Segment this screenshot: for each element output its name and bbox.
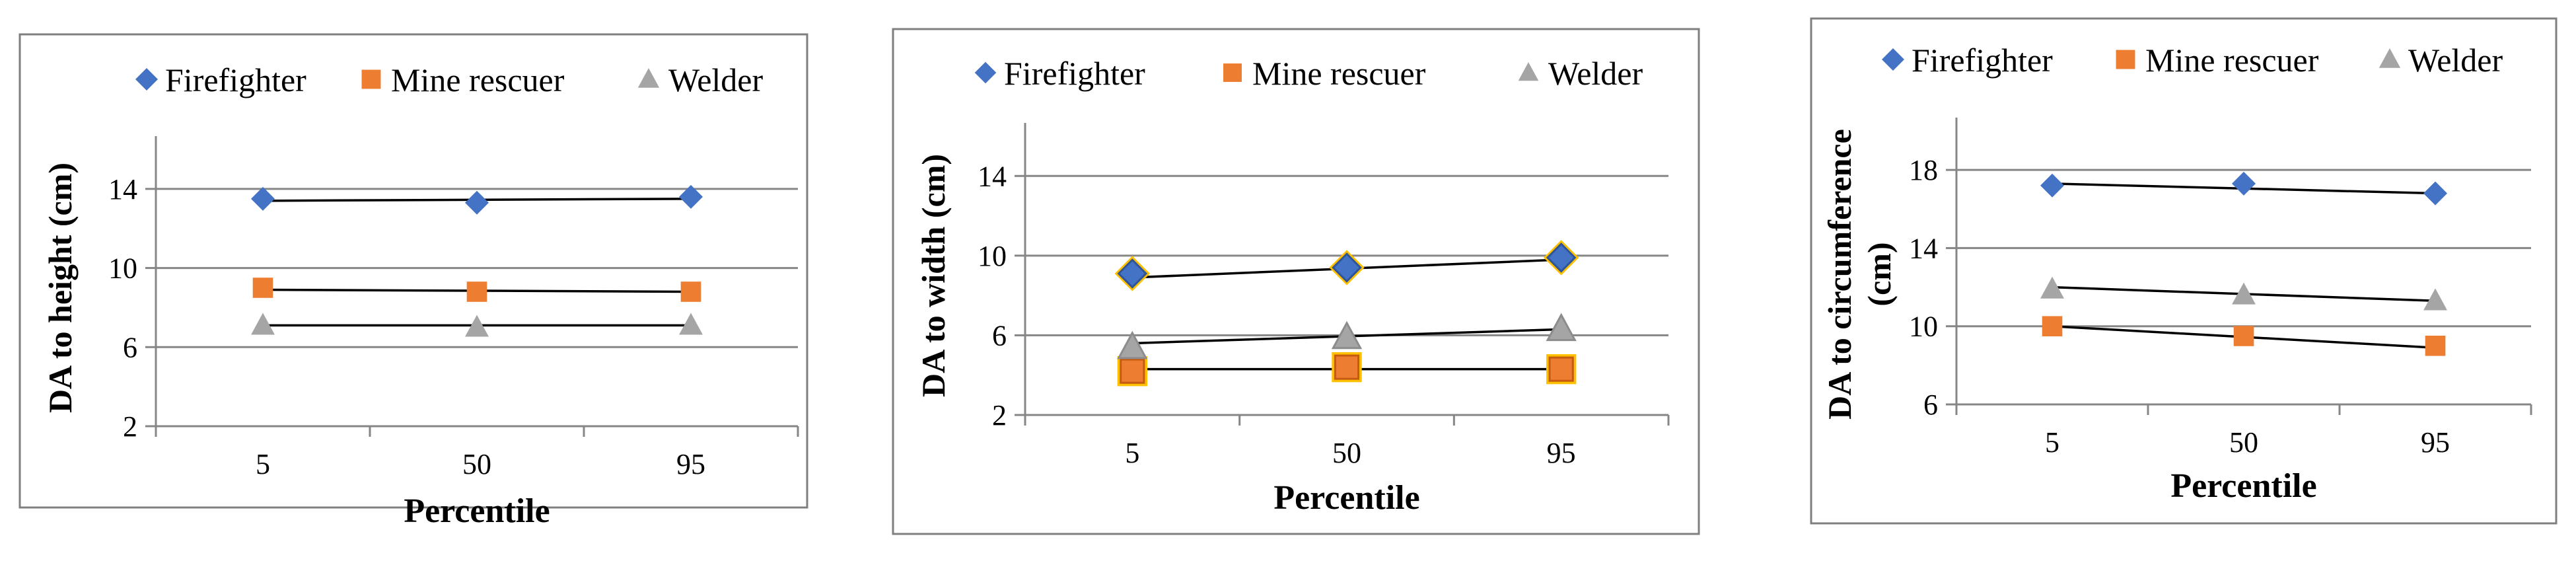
legend-label: Welder [1548, 55, 1643, 92]
data-point-triangle [1546, 313, 1577, 342]
data-point-square [680, 282, 701, 302]
chart-frame [18, 33, 808, 509]
y-tick-label: 10 [978, 240, 1007, 272]
x-tick-label: 95 [1547, 437, 1576, 469]
y-tick-label: 18 [1909, 154, 1938, 186]
data-point-diamond [465, 190, 489, 215]
legend-triangle-icon [637, 68, 660, 88]
data-point-diamond [2040, 173, 2064, 198]
x-axis-title: Percentile [2170, 467, 2316, 505]
data-point-triangle [1117, 330, 1148, 359]
data-point-diamond [251, 186, 275, 211]
y-axis-title-line-2: (cm) [1861, 242, 1898, 306]
legend-triangle-icon [2379, 48, 2401, 68]
data-point-square [1120, 358, 1145, 384]
y-tick-label: 14 [108, 173, 137, 206]
data-point-triangle [2040, 276, 2064, 299]
data-point-square [2425, 335, 2446, 356]
x-tick-label: 5 [2045, 426, 2059, 459]
legend-triangle-icon [1517, 60, 1540, 82]
x-tick-label: 95 [676, 448, 705, 480]
legend-square-icon [2116, 50, 2135, 69]
y-tick-label: 14 [978, 160, 1007, 192]
x-tick-label: 50 [1332, 437, 1361, 469]
chart-panel-1: 2 6 10 14 5 50 95 Percentile DA to height (cm) Fi… [18, 33, 808, 530]
legend-diamond-icon [974, 61, 997, 85]
y-axis-title: DA to width (cm) [915, 154, 952, 397]
x-tick-label: 95 [2421, 426, 2450, 459]
y-tick-label: 10 [108, 252, 137, 285]
data-point-square [2042, 316, 2063, 337]
x-tick-label: 5 [256, 448, 270, 480]
data-point-square [2233, 326, 2254, 346]
data-point-square [1334, 354, 1360, 380]
data-point-triangle [465, 315, 489, 337]
legend-label: Firefighter [1004, 55, 1145, 92]
y-tick-label: 6 [992, 319, 1007, 352]
legend-label: Firefighter [165, 61, 306, 98]
data-point-square [1548, 356, 1574, 382]
y-tick-label: 2 [992, 399, 1007, 432]
x-axis-title: Percentile [404, 492, 550, 530]
data-point-triangle [1331, 320, 1363, 350]
x-tick-label: 50 [462, 448, 491, 480]
chart-frame [1810, 17, 2558, 525]
y-axis-title: DA to circumference(cm) [1821, 129, 1898, 420]
x-tick-label: 50 [2229, 426, 2258, 459]
data-point-diamond [1332, 252, 1362, 283]
y-tick-label: 10 [1909, 311, 1938, 343]
legend-diamond-icon [135, 68, 158, 91]
chart-panel-2: 2 6 10 14 5 50 95 Percentile DA to width (cm) Fir… [892, 28, 1700, 535]
y-axis-title-line-1: DA to circumference [1821, 129, 1858, 420]
data-point-diamond [2423, 181, 2447, 206]
data-point-diamond [2232, 171, 2256, 196]
y-tick-label: 2 [123, 410, 137, 443]
legend-label: Welder [2408, 42, 2503, 79]
chart-panel-3: 6 10 14 18 5 50 95 Percentile DA to circumferenc… [1810, 17, 2558, 525]
y-axis-title: DA to height (cm) [42, 163, 79, 413]
y-tick-label: 6 [123, 331, 137, 363]
legend-label: Firefighter [1912, 42, 2053, 79]
data-point-triangle [2423, 288, 2447, 311]
legend-square-icon [361, 69, 381, 89]
data-point-diamond [679, 184, 703, 209]
legend-label: Mine rescuer [391, 61, 565, 98]
data-point-diamond [1546, 243, 1577, 273]
data-point-diamond [1117, 258, 1148, 289]
y-tick-label: 6 [1923, 389, 1938, 421]
x-axis-title: Percentile [1273, 479, 1419, 517]
legend-square-icon [1223, 63, 1242, 83]
data-point-square [466, 282, 487, 302]
y-tick-label: 14 [1909, 232, 1938, 264]
legend-label: Mine rescuer [1252, 55, 1426, 92]
legend-diamond-icon [1882, 48, 1904, 71]
data-point-square [252, 278, 273, 298]
data-point-triangle [2232, 282, 2256, 305]
legend-label: Welder [668, 61, 763, 98]
x-tick-label: 5 [1125, 437, 1139, 469]
data-point-triangle [679, 313, 703, 335]
chart-frame [892, 28, 1700, 535]
data-point-triangle [251, 313, 275, 335]
legend-label: Mine rescuer [2145, 42, 2319, 79]
